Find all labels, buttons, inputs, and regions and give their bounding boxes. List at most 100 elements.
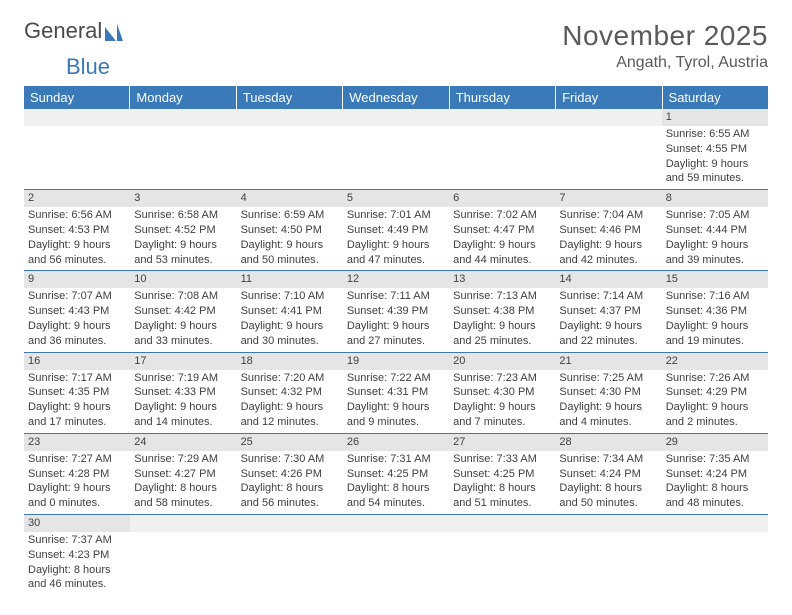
daylight-line: Daylight: 9 hours and 47 minutes. [347,238,445,268]
sunrise-line: Sunrise: 7:22 AM [347,371,445,386]
sunrise-line: Sunrise: 7:07 AM [28,289,126,304]
day-number: 7 [555,190,661,207]
sunset-line: Sunset: 4:25 PM [347,467,445,482]
sail-icon [104,24,124,42]
week-row: 1Sunrise: 6:55 AMSunset: 4:55 PMDaylight… [24,109,768,190]
day-body: Sunrise: 7:16 AMSunset: 4:36 PMDaylight:… [662,288,768,351]
sunset-line: Sunset: 4:46 PM [559,223,657,238]
daylight-line: Daylight: 8 hours and 58 minutes. [134,481,232,511]
day-number: 8 [662,190,768,207]
day-cell: 21Sunrise: 7:25 AMSunset: 4:30 PMDayligh… [555,353,661,433]
day-body: Sunrise: 6:56 AMSunset: 4:53 PMDaylight:… [24,207,130,270]
day-number: 4 [237,190,343,207]
sunrise-line: Sunrise: 7:27 AM [28,452,126,467]
sunset-line: Sunset: 4:50 PM [241,223,339,238]
sunrise-line: Sunrise: 7:16 AM [666,289,764,304]
day-number: 16 [24,353,130,370]
sunrise-line: Sunrise: 7:31 AM [347,452,445,467]
day-cell-empty [343,515,449,595]
sunrise-line: Sunrise: 7:35 AM [666,452,764,467]
day-number: 27 [449,434,555,451]
day-number [449,515,555,532]
day-cell: 9Sunrise: 7:07 AMSunset: 4:43 PMDaylight… [24,271,130,351]
location: Angath, Tyrol, Austria [562,54,768,72]
sunset-line: Sunset: 4:55 PM [666,142,764,157]
day-cell: 23Sunrise: 7:27 AMSunset: 4:28 PMDayligh… [24,434,130,514]
day-of-week-cell: Tuesday [237,86,343,109]
sunset-line: Sunset: 4:26 PM [241,467,339,482]
day-cell: 2Sunrise: 6:56 AMSunset: 4:53 PMDaylight… [24,190,130,270]
day-number: 18 [237,353,343,370]
daylight-line: Daylight: 9 hours and 17 minutes. [28,400,126,430]
sunset-line: Sunset: 4:27 PM [134,467,232,482]
day-cell: 8Sunrise: 7:05 AMSunset: 4:44 PMDaylight… [662,190,768,270]
sunrise-line: Sunrise: 7:34 AM [559,452,657,467]
sunset-line: Sunset: 4:41 PM [241,304,339,319]
daylight-line: Daylight: 9 hours and 19 minutes. [666,319,764,349]
day-body: Sunrise: 7:34 AMSunset: 4:24 PMDaylight:… [555,451,661,514]
sunrise-line: Sunrise: 7:11 AM [347,289,445,304]
day-cell: 13Sunrise: 7:13 AMSunset: 4:38 PMDayligh… [449,271,555,351]
daylight-line: Daylight: 8 hours and 48 minutes. [666,481,764,511]
day-cell: 14Sunrise: 7:14 AMSunset: 4:37 PMDayligh… [555,271,661,351]
day-number: 14 [555,271,661,288]
day-cell: 28Sunrise: 7:34 AMSunset: 4:24 PMDayligh… [555,434,661,514]
sunset-line: Sunset: 4:24 PM [666,467,764,482]
day-number: 30 [24,515,130,532]
week-row: 2Sunrise: 6:56 AMSunset: 4:53 PMDaylight… [24,190,768,271]
day-body: Sunrise: 6:55 AMSunset: 4:55 PMDaylight:… [662,126,768,189]
day-body: Sunrise: 7:29 AMSunset: 4:27 PMDaylight:… [130,451,236,514]
day-number: 6 [449,190,555,207]
day-of-week-cell: Thursday [450,86,556,109]
day-cell: 29Sunrise: 7:35 AMSunset: 4:24 PMDayligh… [662,434,768,514]
day-number: 29 [662,434,768,451]
daylight-line: Daylight: 9 hours and 12 minutes. [241,400,339,430]
sunrise-line: Sunrise: 7:30 AM [241,452,339,467]
daylight-line: Daylight: 9 hours and 9 minutes. [347,400,445,430]
sunrise-line: Sunrise: 7:20 AM [241,371,339,386]
daylight-line: Daylight: 9 hours and 27 minutes. [347,319,445,349]
day-number [343,109,449,126]
daylight-line: Daylight: 9 hours and 0 minutes. [28,481,126,511]
week-row: 23Sunrise: 7:27 AMSunset: 4:28 PMDayligh… [24,434,768,515]
day-body: Sunrise: 7:35 AMSunset: 4:24 PMDaylight:… [662,451,768,514]
day-body: Sunrise: 7:22 AMSunset: 4:31 PMDaylight:… [343,370,449,433]
day-number: 17 [130,353,236,370]
sunset-line: Sunset: 4:24 PM [559,467,657,482]
day-number [237,515,343,532]
day-cell-empty [237,109,343,189]
calendar-grid: SundayMondayTuesdayWednesdayThursdayFrid… [24,86,768,595]
day-cell-empty [237,515,343,595]
day-number: 1 [662,109,768,126]
daylight-line: Daylight: 9 hours and 39 minutes. [666,238,764,268]
daylight-line: Daylight: 9 hours and 44 minutes. [453,238,551,268]
sunset-line: Sunset: 4:53 PM [28,223,126,238]
sunset-line: Sunset: 4:31 PM [347,385,445,400]
day-body: Sunrise: 7:11 AMSunset: 4:39 PMDaylight:… [343,288,449,351]
sunrise-line: Sunrise: 7:05 AM [666,208,764,223]
daylight-line: Daylight: 8 hours and 50 minutes. [559,481,657,511]
sunset-line: Sunset: 4:36 PM [666,304,764,319]
day-number [24,109,130,126]
sunset-line: Sunset: 4:32 PM [241,385,339,400]
daylight-line: Daylight: 9 hours and 4 minutes. [559,400,657,430]
sunset-line: Sunset: 4:43 PM [28,304,126,319]
day-number: 9 [24,271,130,288]
day-number [555,515,661,532]
daylight-line: Daylight: 9 hours and 42 minutes. [559,238,657,268]
day-body: Sunrise: 7:19 AMSunset: 4:33 PMDaylight:… [130,370,236,433]
day-number: 12 [343,271,449,288]
day-number: 3 [130,190,236,207]
day-cell: 26Sunrise: 7:31 AMSunset: 4:25 PMDayligh… [343,434,449,514]
day-cell: 11Sunrise: 7:10 AMSunset: 4:41 PMDayligh… [237,271,343,351]
day-number: 24 [130,434,236,451]
logo-text-2: Blue [66,54,110,79]
day-number [130,109,236,126]
day-number: 25 [237,434,343,451]
sunset-line: Sunset: 4:44 PM [666,223,764,238]
sunrise-line: Sunrise: 7:04 AM [559,208,657,223]
day-cell: 19Sunrise: 7:22 AMSunset: 4:31 PMDayligh… [343,353,449,433]
day-cell: 20Sunrise: 7:23 AMSunset: 4:30 PMDayligh… [449,353,555,433]
daylight-line: Daylight: 9 hours and 2 minutes. [666,400,764,430]
day-body: Sunrise: 7:20 AMSunset: 4:32 PMDaylight:… [237,370,343,433]
